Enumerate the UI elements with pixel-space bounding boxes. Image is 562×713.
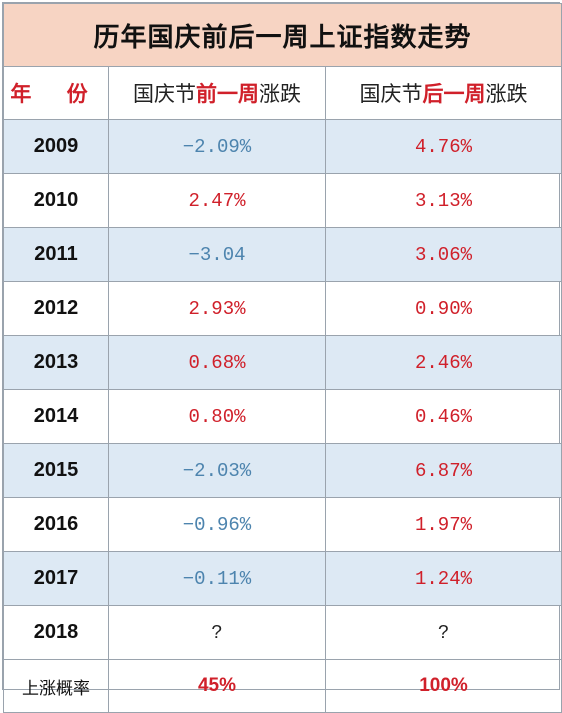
year-column-header: 年 份 <box>3 66 109 120</box>
before-change-cell: 0.80% <box>108 389 326 444</box>
table-row: 2015 −2.03% 6.87% <box>3 443 562 498</box>
year-cell: 2010 <box>3 173 109 228</box>
before-change-cell: 2.47% <box>108 173 326 228</box>
after-week-column-header: 国庆节后一周涨跌 <box>324 66 562 120</box>
table-row: 2010 2.47% 3.13% <box>3 173 562 228</box>
after-change-cell: ? <box>324 605 562 660</box>
before-header-prefix: 国庆节 <box>133 82 196 106</box>
year-cell: 2018 <box>3 605 109 660</box>
table-row: 2013 0.68% 2.46% <box>3 335 562 390</box>
after-change-cell: 0.90% <box>324 281 562 336</box>
year-cell: 2011 <box>3 227 109 282</box>
table-row: 2016 −0.96% 1.97% <box>3 497 562 552</box>
after-change-cell: 4.76% <box>324 119 562 174</box>
before-rise-probability: 45% <box>108 659 326 713</box>
after-change-cell: 1.24% <box>324 551 562 606</box>
year-cell: 2014 <box>3 389 109 444</box>
after-rise-probability: 100% <box>324 659 562 713</box>
table-row: 2009 −2.09% 4.76% <box>3 119 562 174</box>
after-change-cell: 2.46% <box>324 335 562 390</box>
before-change-cell: −0.11% <box>108 551 326 606</box>
after-change-cell: 3.06% <box>324 227 562 282</box>
table-row: 2017 −0.11% 1.24% <box>3 551 562 606</box>
index-table: 历年国庆前后一周上证指数走势 年 份 国庆节前一周涨跌 国庆节后一周涨跌 200… <box>2 3 562 713</box>
year-cell: 2017 <box>3 551 109 606</box>
before-header-suffix: 涨跌 <box>259 82 301 106</box>
table-row: 2014 0.80% 0.46% <box>3 389 562 444</box>
before-change-cell: 0.68% <box>108 335 326 390</box>
before-change-cell: −3.04 <box>108 227 326 282</box>
table-row: 2012 2.93% 0.90% <box>3 281 562 336</box>
after-change-cell: 6.87% <box>324 443 562 498</box>
header-row: 年 份 国庆节前一周涨跌 国庆节后一周涨跌 <box>3 66 562 120</box>
before-change-cell: −2.09% <box>108 119 326 174</box>
year-cell: 2012 <box>3 281 109 336</box>
before-week-column-header: 国庆节前一周涨跌 <box>108 66 326 120</box>
after-change-cell: 3.13% <box>324 173 562 228</box>
year-cell: 2016 <box>3 497 109 552</box>
before-header-highlight: 前一周 <box>196 82 259 106</box>
before-change-cell: ? <box>108 605 326 660</box>
after-change-cell: 0.46% <box>324 389 562 444</box>
before-change-cell: −2.03% <box>108 443 326 498</box>
year-cell: 2013 <box>3 335 109 390</box>
before-change-cell: 2.93% <box>108 281 326 336</box>
rise-probability-label: 上涨概率 <box>3 659 109 713</box>
year-cell: 2009 <box>3 119 109 174</box>
table-row: 2018 ? ? <box>3 605 562 660</box>
table-title: 历年国庆前后一周上证指数走势 <box>2 3 562 67</box>
after-header-prefix: 国庆节 <box>359 82 423 106</box>
after-header-suffix: 涨跌 <box>485 82 528 106</box>
after-header-highlight: 后一周 <box>422 82 486 106</box>
year-cell: 2015 <box>3 443 109 498</box>
summary-row: 上涨概率 45% 100% <box>3 659 562 713</box>
table-row: 2011 −3.04 3.06% <box>3 227 562 282</box>
table-body: 年 份 国庆节前一周涨跌 国庆节后一周涨跌 2009 −2.09% 4.76% … <box>3 66 562 713</box>
before-change-cell: −0.96% <box>108 497 326 552</box>
after-change-cell: 1.97% <box>324 497 562 552</box>
